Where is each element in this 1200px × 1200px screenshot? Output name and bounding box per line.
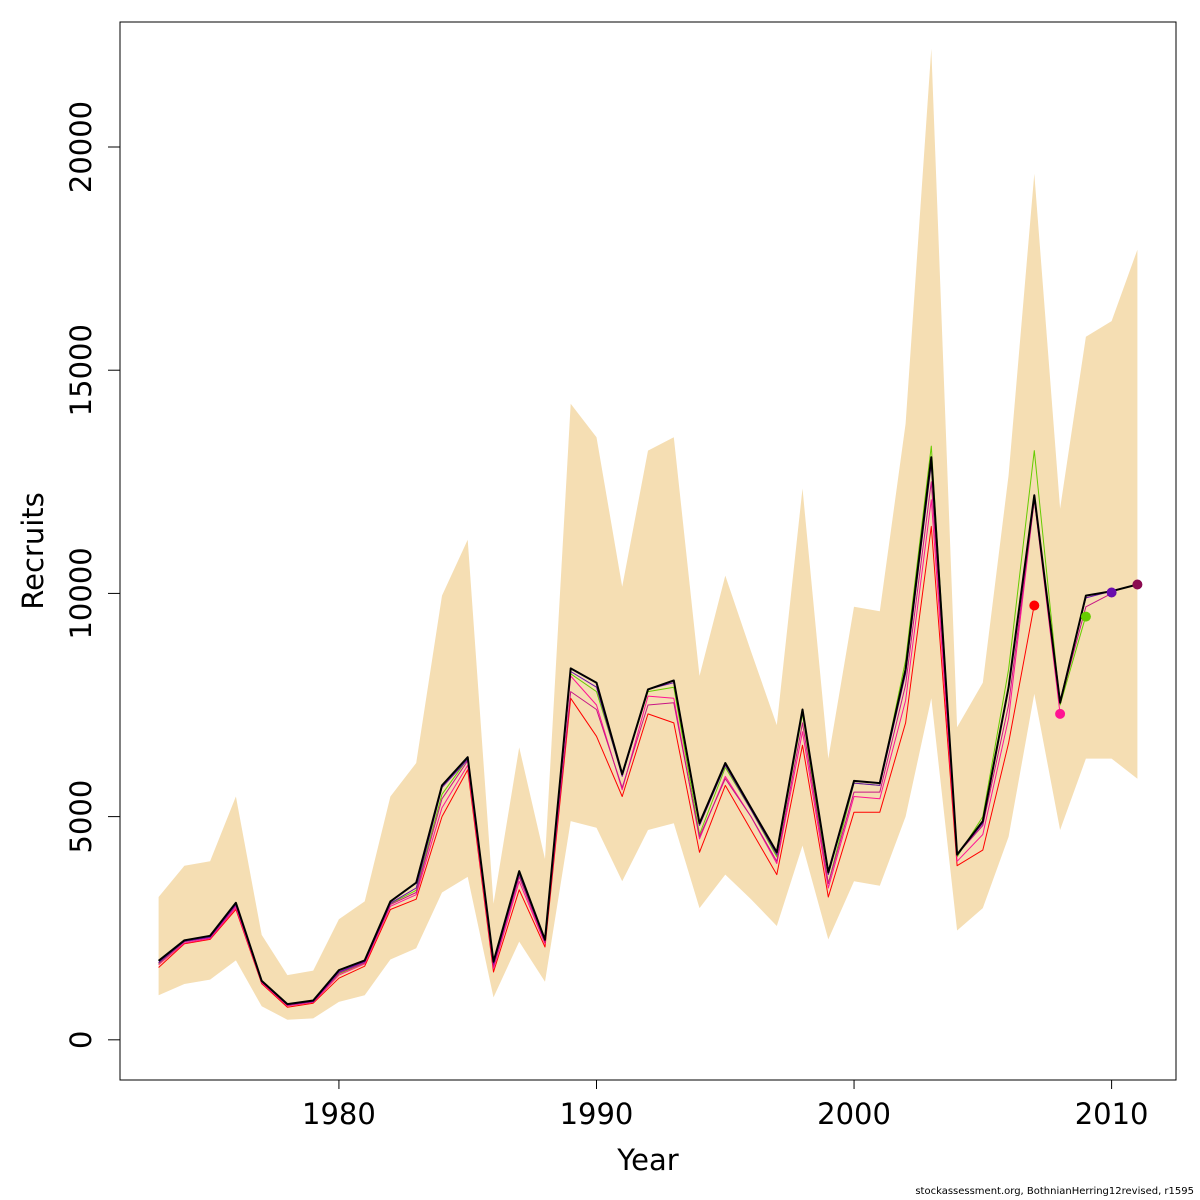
y-axis: 0 5000 10000 15000 20000 bbox=[64, 101, 121, 1049]
end-point-2011 bbox=[1132, 579, 1143, 590]
y-tick-label: 20000 bbox=[64, 101, 98, 193]
y-axis-label: Recruits bbox=[16, 492, 50, 609]
x-axis: 1980 1990 2000 2010 bbox=[302, 1079, 1149, 1131]
x-tick-label: 2000 bbox=[817, 1097, 891, 1131]
series-line-6 bbox=[157, 456, 1138, 1006]
end-point-2008 bbox=[1055, 708, 1066, 719]
series-lines-layer bbox=[157, 445, 1138, 1008]
end-points-layer bbox=[1029, 579, 1143, 719]
x-tick-label: 1980 bbox=[302, 1097, 376, 1131]
y-tick-label: 10000 bbox=[64, 547, 98, 639]
confidence-band-layer bbox=[158, 48, 1138, 1020]
x-tick-label: 2010 bbox=[1075, 1097, 1149, 1131]
y-tick-label: 15000 bbox=[64, 324, 98, 416]
confidence-band bbox=[158, 48, 1138, 1020]
y-tick-label: 5000 bbox=[64, 780, 98, 854]
end-point-2010 bbox=[1106, 587, 1117, 598]
end-point-2007 bbox=[1029, 600, 1040, 611]
y-tick-label: 0 bbox=[64, 1031, 98, 1049]
end-point-2009 bbox=[1080, 611, 1091, 622]
x-tick-label: 1990 bbox=[560, 1097, 634, 1131]
credit-text: stockassessment.org, BothnianHerring12re… bbox=[915, 1186, 1194, 1197]
x-axis-label: Year bbox=[616, 1143, 678, 1177]
series-line-1 bbox=[158, 525, 1035, 1008]
